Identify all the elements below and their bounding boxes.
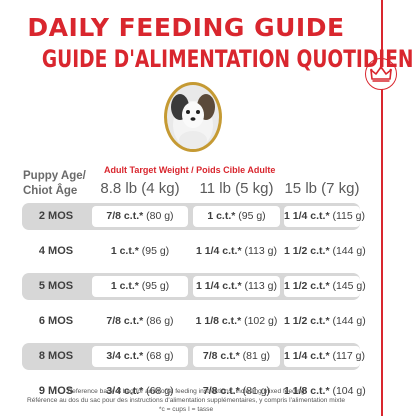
puppy-age-header: Puppy Age/ Chiot Âge [23, 169, 93, 199]
table-row: 6 MOS 7/8 c.t.* (86 g) 1 1/8 c.t.* (102 … [22, 308, 366, 335]
amount-cell: 7/8 c.t.* (80 g) [92, 206, 188, 227]
amount-cell: 1 1/4 c.t.* (115 g) [284, 206, 365, 227]
amount-cell: 1 1/4 c.t.* (117 g) [284, 346, 365, 367]
amount-cell: 3/4 c.t.* (68 g) [92, 346, 188, 367]
table-row: 4 MOS 1 c.t.* (95 g) 1 1/4 c.t.* (113 g)… [22, 238, 366, 265]
amount-cell: 3/4 c.t.* (68 g) [92, 381, 188, 402]
table-row: 9 MOS 3/4 c.t.* (68 g) 7/8 c.t.* (81 g) … [22, 378, 366, 405]
brand-divider-line [381, 0, 383, 416]
amount-cell: 1 1/4 c.t.* (113 g) [193, 241, 280, 262]
amount-cell: 1 1/4 c.t.* (113 g) [193, 276, 280, 297]
chiot-age-label: Chiot Âge [23, 185, 78, 197]
age-cell: 4 MOS [38, 245, 74, 257]
weight-header-3: 15 lb (7 kg) [284, 180, 360, 197]
amount-cell: 7/8 c.t.* (86 g) [92, 311, 188, 332]
amount-cell: 1 c.t.* (95 g) [193, 206, 280, 227]
title-english: DAILY FEEDING GUIDE [27, 13, 345, 42]
table-row: 5 MOS 1 c.t.* (95 g) 1 1/4 c.t.* (113 g)… [22, 273, 366, 300]
footnote-french: Référence au dos du sac pour des instruc… [26, 397, 346, 404]
amount-cell: 1 1/2 c.t.* (144 g) [284, 241, 366, 262]
amount-cell: 1 1/2 c.t.* (144 g) [284, 311, 366, 332]
adult-weight-header: Adult Target Weight / Poids Cible Adulte [104, 165, 276, 175]
weight-header-1: 8.8 lb (4 kg) [100, 180, 180, 197]
footnote-english: Reference back of bag for additional fee… [67, 388, 305, 395]
amount-cell: 1 c.t.* (95 g) [92, 276, 188, 297]
age-cell: 9 MOS [38, 385, 74, 397]
puppy-photo [164, 82, 222, 152]
title-french: GUIDE D'ALIMENTATION QUOTIDIEN [41, 45, 414, 73]
amount-cell: 1 1/8 c.t.* (104 g) [284, 381, 366, 402]
age-cell: 2 MOS [38, 210, 74, 222]
amount-cell: 1 1/8 c.t.* (102 g) [193, 311, 280, 332]
amount-cell: 1 c.t.* (95 g) [92, 241, 188, 262]
amount-cell: 7/8 c.t.* (81 g) [193, 346, 280, 367]
table-row: 2 MOS 7/8 c.t.* (80 g) 1 c.t.* (95 g) 1 … [22, 203, 365, 230]
royal-crown-icon [365, 58, 397, 90]
age-cell: 8 MOS [38, 350, 74, 362]
amount-cell: 7/8 c.t.* (81 g) [193, 381, 280, 402]
age-cell: 5 MOS [38, 280, 74, 292]
feeding-table: 2 MOS 7/8 c.t.* (80 g) 1 c.t.* (95 g) 1 … [22, 203, 366, 413]
amount-cell: 1 1/2 c.t.* (145 g) [284, 276, 366, 297]
footnote-cups: *c = cups I = tasse [158, 406, 214, 413]
puppy-age-label: Puppy Age/ [23, 170, 86, 182]
weight-header-2: 11 lb (5 kg) [199, 180, 274, 197]
table-row: 8 MOS 3/4 c.t.* (68 g) 7/8 c.t.* (81 g) … [22, 343, 365, 370]
age-cell: 6 MOS [38, 315, 74, 327]
